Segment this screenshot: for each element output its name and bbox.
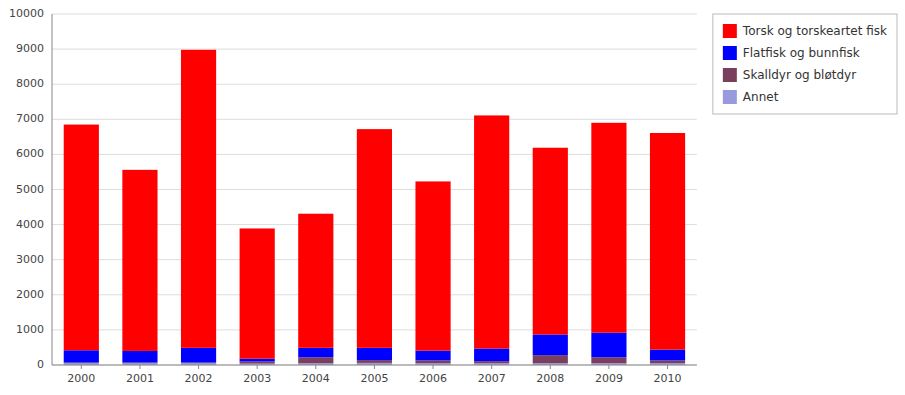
- y-tick-label: 2000: [16, 288, 44, 301]
- x-tick: [608, 365, 609, 369]
- bars: [64, 50, 685, 365]
- bar-segment: [357, 360, 392, 363]
- y-tick-label: 9000: [16, 42, 44, 55]
- legend-swatch: [723, 90, 737, 104]
- bar-segment: [298, 214, 333, 348]
- x-tick-label: 2001: [126, 372, 154, 385]
- x-tick-label: 2004: [302, 372, 330, 385]
- x-tick: [315, 365, 316, 369]
- x-tick-label: 2003: [243, 372, 271, 385]
- bar-segment: [474, 361, 509, 363]
- bar-segment: [122, 170, 157, 351]
- bar-segment: [415, 351, 450, 361]
- bar-segment: [181, 348, 216, 363]
- x-tick: [81, 365, 82, 369]
- x-tick-label: 2002: [185, 372, 213, 385]
- bar-segment: [240, 228, 275, 358]
- x-tick: [433, 365, 434, 369]
- bar-segment: [474, 349, 509, 362]
- y-axis-line: [52, 14, 53, 365]
- legend-swatch: [723, 24, 737, 38]
- legend-swatch: [723, 46, 737, 60]
- bar-segment: [533, 148, 568, 335]
- x-tick-label: 2008: [536, 372, 564, 385]
- legend-box: [713, 14, 897, 114]
- grid: [52, 14, 697, 365]
- grid-line: [52, 119, 697, 120]
- bar-segment: [591, 357, 626, 363]
- x-tick: [139, 365, 140, 369]
- x-tick: [198, 365, 199, 369]
- chart-svg: Torsk og torskeartet fisk Flatfisk og bun…: [0, 0, 905, 395]
- legend-label: Skalldyr og bløtdyr: [743, 68, 856, 82]
- bar-segment: [64, 125, 99, 351]
- grid-line: [52, 49, 697, 50]
- y-tick-label: 0: [37, 358, 44, 371]
- bar-segment: [591, 333, 626, 358]
- x-tick: [257, 365, 258, 369]
- bar-segment: [650, 350, 685, 361]
- y-tick-label: 3000: [16, 253, 44, 266]
- x-tick: [374, 365, 375, 369]
- y-tick-label: 1000: [16, 323, 44, 336]
- bar-segment: [474, 115, 509, 348]
- y-axis: 0 1000 2000 3000 4000 5000 6000 7000 8000 9000 100…: [9, 7, 52, 371]
- bar-segment: [240, 361, 275, 363]
- y-tick-label: 6000: [16, 147, 44, 160]
- y-tick-label: 10000: [9, 7, 44, 20]
- bar-segment: [357, 348, 392, 360]
- bar-segment: [298, 348, 333, 357]
- x-tick-label: 2007: [478, 372, 506, 385]
- y-tick-label: 8000: [16, 77, 44, 90]
- legend-label: Annet: [743, 90, 779, 104]
- x-tick-label: 2000: [67, 372, 95, 385]
- x-tick-label: 2010: [654, 372, 682, 385]
- bar-segment: [533, 355, 568, 363]
- bar-segment: [415, 181, 450, 350]
- x-tick: [667, 365, 668, 369]
- legend-label: Torsk og torskeartet fisk: [742, 24, 887, 38]
- x-tick-label: 2006: [419, 372, 447, 385]
- legend-label: Flatfisk og bunnfisk: [743, 46, 860, 60]
- x-tick: [550, 365, 551, 369]
- bar-segment: [181, 50, 216, 348]
- bar-segment: [64, 350, 99, 362]
- x-tick-label: 2009: [595, 372, 623, 385]
- bar-segment: [240, 359, 275, 362]
- chart-container: Torsk og torskeartet fisk Flatfisk og bun…: [0, 0, 905, 395]
- grid-line: [52, 14, 697, 15]
- legend-swatch: [723, 68, 737, 82]
- bar-segment: [357, 129, 392, 348]
- y-tick-label: 5000: [16, 183, 44, 196]
- x-tick-label: 2005: [360, 372, 388, 385]
- bar-segment: [122, 351, 157, 363]
- bar-segment: [591, 123, 626, 333]
- bar-segment: [298, 357, 333, 363]
- bar-segment: [415, 360, 450, 363]
- x-axis: 2000 2001 2002 2003 2004 2005 2006 2007 2008 2009…: [52, 365, 697, 385]
- bar-segment: [650, 360, 685, 363]
- y-tick-label: 7000: [16, 112, 44, 125]
- bar-segment: [533, 334, 568, 355]
- x-tick: [491, 365, 492, 369]
- legend: Torsk og torskeartet fisk Flatfisk og bun…: [713, 14, 897, 114]
- y-tick-label: 4000: [16, 218, 44, 231]
- bar-segment: [650, 133, 685, 350]
- grid-line: [52, 84, 697, 85]
